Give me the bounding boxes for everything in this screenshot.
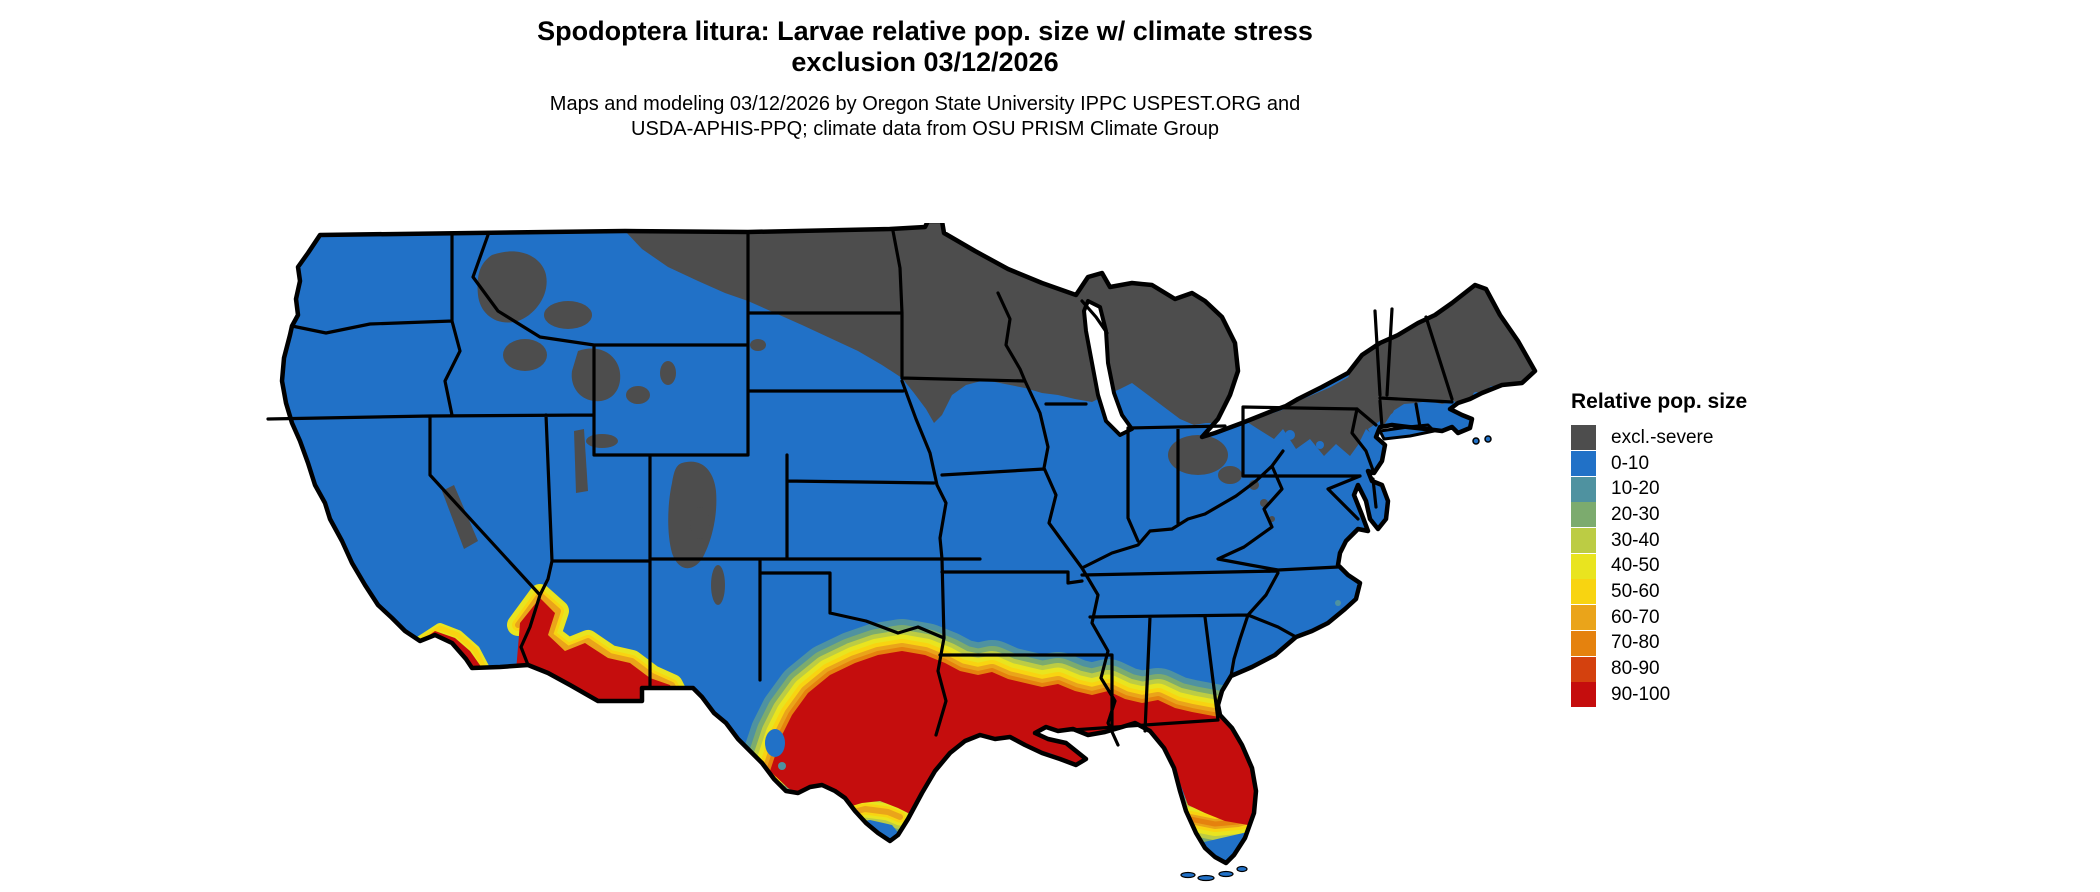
legend-label: 20-30 — [1611, 503, 1660, 525]
legend-row-80-90: 80-90 — [1571, 656, 1871, 682]
fringe-arizona — [507, 584, 691, 712]
legend-label: excl.-severe — [1611, 426, 1714, 448]
legend-row-0-10: 0-10 — [1571, 451, 1871, 477]
legend-swatch-50-60 — [1571, 579, 1596, 605]
legend-swatch-40-50 — [1571, 553, 1596, 579]
legend-swatch-10-20 — [1571, 476, 1596, 502]
map-canvas — [230, 218, 1550, 885]
state-borders — [266, 229, 1454, 747]
legend-row-excl-severe: excl.-severe — [1571, 425, 1871, 451]
map-header: Spodoptera litura: Larvae relative pop. … — [230, 16, 1620, 142]
legend-swatch-30-40 — [1571, 528, 1596, 554]
legend-swatch-90-100 — [1571, 682, 1596, 708]
legend-row-20-30: 20-30 — [1571, 502, 1871, 528]
legend-swatch-70-80 — [1571, 630, 1596, 656]
legend-row-40-50: 40-50 — [1571, 553, 1871, 579]
legend-row-70-80: 70-80 — [1571, 630, 1871, 657]
us-outline — [279, 218, 1538, 866]
legend-label: 90-100 — [1611, 683, 1671, 705]
legend-label: 30-40 — [1611, 529, 1660, 551]
legend-label: 50-60 — [1611, 580, 1660, 602]
map-subtitle: Maps and modeling 03/12/2026 by Oregon S… — [230, 92, 1620, 142]
page-title-line1: Spodoptera litura: Larvae relative pop. … — [537, 16, 1313, 46]
us-choropleth-map — [266, 218, 1538, 882]
legend-swatch-60-70 — [1571, 605, 1596, 631]
florida-keys — [1180, 865, 1248, 882]
map-subtitle-line2: USDA-APHIS-PPQ; climate data from OSU PR… — [631, 118, 1219, 140]
fringe-south-texas — [822, 789, 920, 837]
legend-swatch-80-90 — [1571, 656, 1596, 682]
legend-label: 60-70 — [1611, 606, 1660, 628]
legend-row-90-100: 90-100 — [1571, 682, 1871, 708]
legend-swatch-0-10 — [1571, 451, 1596, 477]
legend-swatch-excl-severe — [1571, 425, 1596, 451]
legend-row-30-40: 30-40 — [1571, 528, 1871, 554]
legend-title: Relative pop. size — [1571, 390, 1748, 413]
page-title-line2: exclusion 03/12/2026 — [791, 47, 1059, 77]
legend-label: 10-20 — [1611, 478, 1660, 500]
legend-row-60-70: 60-70 — [1571, 605, 1871, 631]
legend-row-50-60: 50-60 — [1571, 579, 1871, 605]
legend-swatch-20-30 — [1571, 502, 1596, 528]
lake-michigan — [1082, 299, 1134, 437]
legend-label: 40-50 — [1611, 555, 1660, 577]
map-legend: Relative pop. size excl.-severe 0-10 10-… — [1571, 390, 1871, 708]
legend-label: 0-10 — [1611, 452, 1650, 474]
legend-label: 80-90 — [1611, 658, 1660, 680]
low-pop-davis-mountains — [765, 729, 785, 757]
map-subtitle-line1: Maps and modeling 03/12/2026 by Oregon S… — [549, 93, 1301, 115]
legend-row-10-20: 10-20 — [1571, 476, 1871, 502]
legend-label: 70-80 — [1611, 632, 1660, 654]
